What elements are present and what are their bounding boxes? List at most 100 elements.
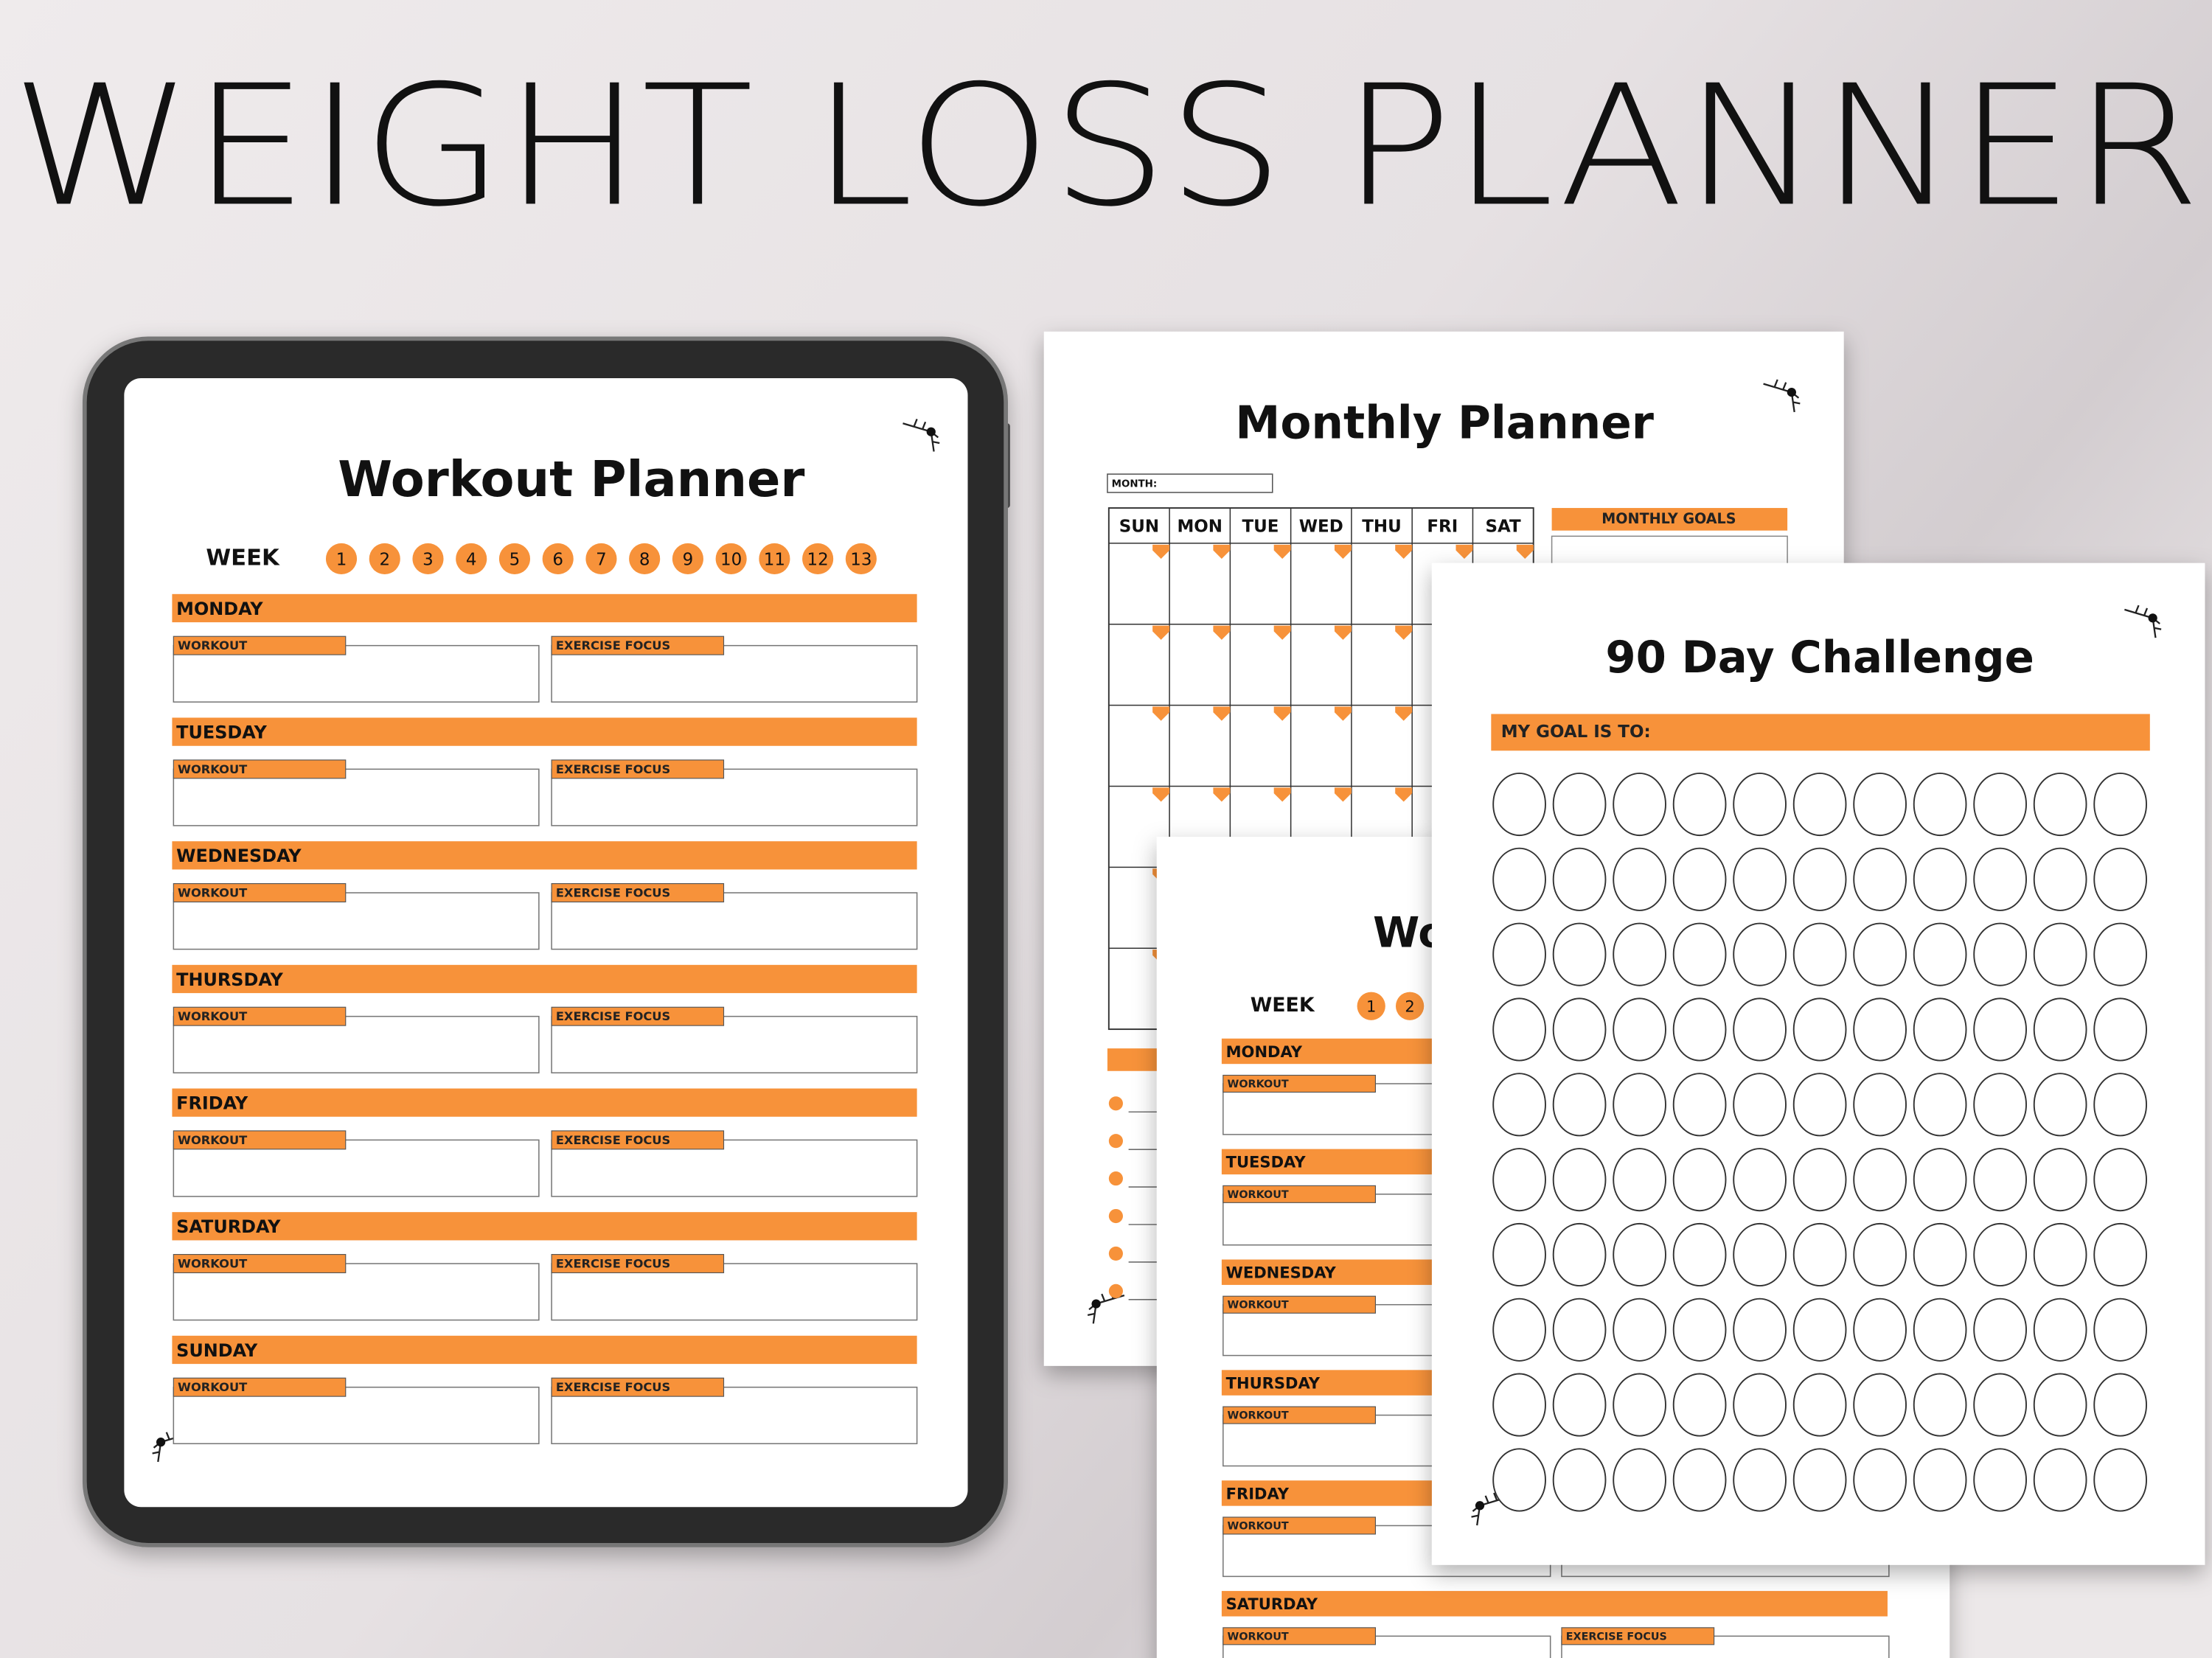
day-marker <box>1213 706 1231 721</box>
field-tag <box>551 1377 725 1397</box>
day-circle <box>2093 1148 2147 1212</box>
day-marker <box>1334 625 1352 640</box>
week-number: 8 <box>639 550 650 569</box>
day-marker <box>1152 787 1170 802</box>
week-badge <box>369 543 400 575</box>
field-tag <box>551 759 725 779</box>
day-circle <box>2093 1373 2147 1437</box>
day-bar <box>172 1335 917 1365</box>
day-circle <box>1913 1222 1967 1287</box>
day-marker <box>1213 544 1231 559</box>
week-number: 5 <box>509 550 521 569</box>
week-number: 7 <box>596 550 607 569</box>
day-circle <box>2033 1222 2087 1287</box>
day-circle <box>1613 772 1666 837</box>
week-badge <box>542 543 574 575</box>
day-circle <box>1492 922 1546 986</box>
day-marker <box>1516 544 1534 559</box>
main-title: WEIGHT LOSS PLANNER <box>11 49 2200 243</box>
day-circle <box>1672 1073 1727 1137</box>
day-circle <box>1792 1298 1847 1362</box>
day-marker <box>1395 787 1413 802</box>
week-badge <box>585 543 617 575</box>
day-circle <box>1733 1448 1787 1512</box>
week-number: 4 <box>466 550 477 569</box>
day-circle <box>1552 997 1607 1062</box>
day-circle <box>1792 772 1847 837</box>
day-circle <box>2033 997 2087 1062</box>
day-circle <box>1913 1373 1967 1437</box>
flourish <box>1471 1492 1509 1526</box>
field-tag <box>1222 1516 1377 1535</box>
weekday-label: MON <box>1177 517 1222 536</box>
day-circle <box>1552 922 1607 986</box>
day-marker <box>1395 544 1413 559</box>
flourish-flower <box>2148 613 2157 623</box>
day-circle <box>1613 997 1666 1062</box>
field-tag <box>551 1006 725 1026</box>
day-circle <box>1672 1373 1727 1437</box>
day-circle <box>1853 1148 1907 1212</box>
day-circle <box>1492 1073 1546 1137</box>
weekday-label: WED <box>1299 517 1343 536</box>
day-bar <box>172 841 917 870</box>
week-number: 12 <box>807 550 829 569</box>
bullet <box>1108 1171 1123 1186</box>
day-circle <box>1492 1373 1546 1437</box>
day-bar <box>1221 1591 1888 1617</box>
week-badge <box>498 543 531 575</box>
week-badge <box>802 543 834 575</box>
week-badge <box>629 543 661 575</box>
field-tag <box>1222 1406 1377 1424</box>
week-number: 9 <box>683 550 694 569</box>
field-tag <box>173 759 347 779</box>
day-circle <box>1613 1448 1666 1512</box>
field-tag <box>1222 1185 1377 1203</box>
day-circle <box>1492 1448 1546 1512</box>
flourish-flower <box>1787 387 1796 397</box>
day-label: MONDAY <box>176 599 263 619</box>
day-label: SUNDAY <box>176 1340 258 1361</box>
week-label: WEEK <box>1251 994 1315 1017</box>
day-circle <box>2033 1373 2087 1437</box>
day-circle <box>2033 1073 2087 1137</box>
flourish-flower <box>1475 1501 1485 1511</box>
day-label: MONDAY <box>1226 1042 1303 1061</box>
goals-label: MONTHLY GOALS <box>1601 510 1736 527</box>
day-circle <box>1913 847 1967 911</box>
day-circle <box>1792 997 1847 1062</box>
day-circle <box>1613 1373 1666 1437</box>
day-circle <box>1853 1298 1907 1362</box>
day-circle <box>1672 847 1727 911</box>
day-circle <box>1492 997 1546 1062</box>
field-label: WORKOUT <box>178 762 247 776</box>
day-circle <box>1552 847 1607 911</box>
day-circle <box>1792 1148 1847 1212</box>
field-label: WORKOUT <box>1228 1079 1289 1090</box>
field-label: WORKOUT <box>178 885 247 899</box>
day-circle <box>1733 1373 1787 1437</box>
day-circle <box>1913 922 1967 986</box>
day-circle <box>1672 1222 1727 1287</box>
day-marker <box>1273 544 1291 559</box>
field-label: WORKOUT <box>1228 1631 1289 1643</box>
week-badge <box>759 543 790 575</box>
weekday-label: THU <box>1362 517 1402 536</box>
field-label: WORKOUT <box>178 638 247 652</box>
field-label: EXERCISE FOCUS <box>556 885 670 899</box>
field-tag <box>173 1377 347 1397</box>
field-tag <box>1222 1627 1377 1645</box>
week-badge <box>325 543 358 575</box>
week-number: 11 <box>764 550 785 569</box>
flourish <box>1763 379 1801 413</box>
day-marker <box>1334 706 1352 721</box>
day-circle <box>1973 772 2027 837</box>
day-circle <box>1792 1448 1847 1512</box>
weekday-label: FRI <box>1427 517 1458 536</box>
field-label: WORKOUT <box>1228 1520 1289 1532</box>
day-circle <box>1733 1073 1787 1137</box>
field-label: WORKOUT <box>1228 1300 1289 1312</box>
day-circle <box>1613 1073 1666 1137</box>
